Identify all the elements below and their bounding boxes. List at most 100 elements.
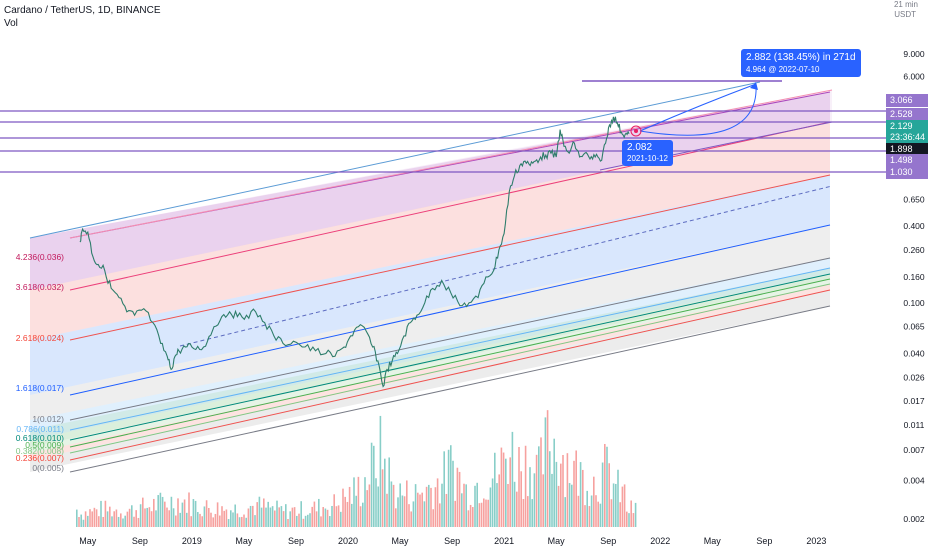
volume-bar — [551, 473, 553, 527]
channel-band-fill — [30, 225, 830, 420]
volume-bar — [346, 501, 349, 527]
volume-bar — [128, 508, 131, 527]
symbol-title[interactable]: Cardano / TetherUS, 1D, BINANCE — [4, 5, 161, 16]
volume-bar — [593, 476, 595, 527]
volume-bar — [274, 510, 276, 527]
y-tick-label: 0.400 — [903, 221, 925, 231]
fib-level-label: 4.236(0.036) — [15, 252, 64, 262]
volume-bar — [203, 506, 206, 527]
volume-bar — [278, 507, 280, 527]
x-tick-label: Sep — [132, 536, 148, 546]
x-tick-label: 2019 — [182, 536, 202, 546]
volume-bar — [153, 498, 155, 527]
volume-bar — [205, 500, 208, 527]
volume-bar — [276, 500, 278, 527]
volume-bar — [252, 505, 254, 527]
volume-bar — [300, 501, 302, 527]
volume-bar — [555, 461, 558, 527]
volume-bar — [463, 483, 465, 527]
volume-bar — [311, 506, 313, 527]
volume-bar — [535, 454, 538, 527]
volume-bar — [104, 500, 107, 527]
volume-bar — [441, 483, 443, 527]
x-tick-label: 2020 — [338, 536, 358, 546]
volume-bar — [126, 511, 129, 527]
volume-bar — [419, 494, 421, 527]
volume-bar — [505, 458, 507, 527]
volume-bar — [447, 449, 450, 527]
volume-bar — [522, 499, 525, 527]
volume-bar — [483, 498, 485, 527]
price-box: 2.528 — [886, 108, 928, 121]
volume-bar — [76, 509, 78, 527]
volume-bar — [487, 499, 489, 527]
volume-bar — [137, 517, 140, 527]
volume-bar — [263, 498, 265, 527]
x-axis: May Sep 2019 May Sep 2020 May Sep 2021 May Sep 2022… — [79, 536, 826, 546]
volume-bar — [450, 445, 452, 527]
volume-bar — [265, 507, 267, 527]
volume-bar — [258, 496, 261, 527]
volume-indicator-label[interactable]: Vol — [4, 18, 18, 29]
volume-bar — [368, 484, 371, 527]
volume-bar — [498, 474, 500, 527]
volume-bar — [236, 513, 239, 527]
channel-line — [69, 278, 831, 448]
volume-bar — [89, 509, 91, 527]
volume-bar — [428, 484, 430, 527]
y-axis: 9.0006.0004.0000.6500.4000.2600.1600.100… — [903, 49, 925, 524]
y-tick-label: 0.040 — [903, 348, 925, 358]
y-tick-label: 0.650 — [903, 194, 925, 204]
volume-bar — [260, 507, 263, 527]
volume-bar — [320, 516, 322, 527]
volume-bar — [432, 509, 434, 527]
volume-bar — [326, 509, 329, 527]
volume-bar — [610, 499, 613, 527]
volume-bar — [219, 515, 221, 527]
volume-bar — [331, 505, 333, 527]
fib-level-label: 0(0.005) — [32, 463, 64, 473]
volume-bar — [626, 511, 628, 527]
volume-bar — [540, 437, 542, 527]
y-tick-label: 0.160 — [903, 272, 925, 282]
volume-bar — [106, 511, 109, 527]
volume-bar — [375, 478, 377, 527]
volume-bar — [192, 499, 195, 527]
volume-bar — [362, 502, 364, 527]
volume-bar — [113, 511, 115, 527]
volume-bar — [410, 511, 412, 527]
volume-bar — [597, 501, 599, 527]
volume-bar — [144, 508, 146, 527]
volume-bar — [485, 499, 487, 527]
volume-bar — [553, 438, 555, 527]
projection-callout[interactable]: 2.882 (138.45%) in 271d 4.964 @ 2022-07-… — [741, 49, 861, 77]
fib-level-label: 1(0.012) — [32, 414, 64, 424]
projection-arrows — [630, 82, 758, 137]
channel-band-fill — [30, 175, 830, 395]
volume-bars — [76, 410, 637, 527]
volume-bar — [351, 503, 353, 527]
volume-bar — [188, 492, 190, 527]
current-point-callout[interactable]: 2.082 2021-10-12 — [622, 140, 673, 166]
volume-bar — [401, 495, 404, 527]
volume-bar — [87, 515, 89, 527]
volume-bar — [520, 471, 522, 527]
volume-bar — [166, 507, 168, 527]
y-tick-label: 0.002 — [903, 514, 925, 524]
volume-bar — [395, 508, 397, 527]
volume-bar — [82, 519, 85, 527]
y-tick-label: 0.026 — [903, 372, 925, 382]
volume-bar — [293, 507, 296, 527]
volume-bar — [155, 510, 157, 527]
volume-bar — [430, 487, 432, 527]
chart-header: Cardano / TetherUS, 1D, BINANCE Vol — [4, 4, 161, 30]
volume-bar — [241, 516, 243, 527]
volume-bar — [84, 511, 87, 527]
volume-bar — [102, 516, 104, 527]
volume-bar — [159, 492, 162, 527]
volume-bar — [502, 452, 505, 527]
volume-bar — [221, 506, 223, 527]
x-tick-label: May — [548, 536, 566, 546]
volume-bar — [568, 483, 571, 527]
